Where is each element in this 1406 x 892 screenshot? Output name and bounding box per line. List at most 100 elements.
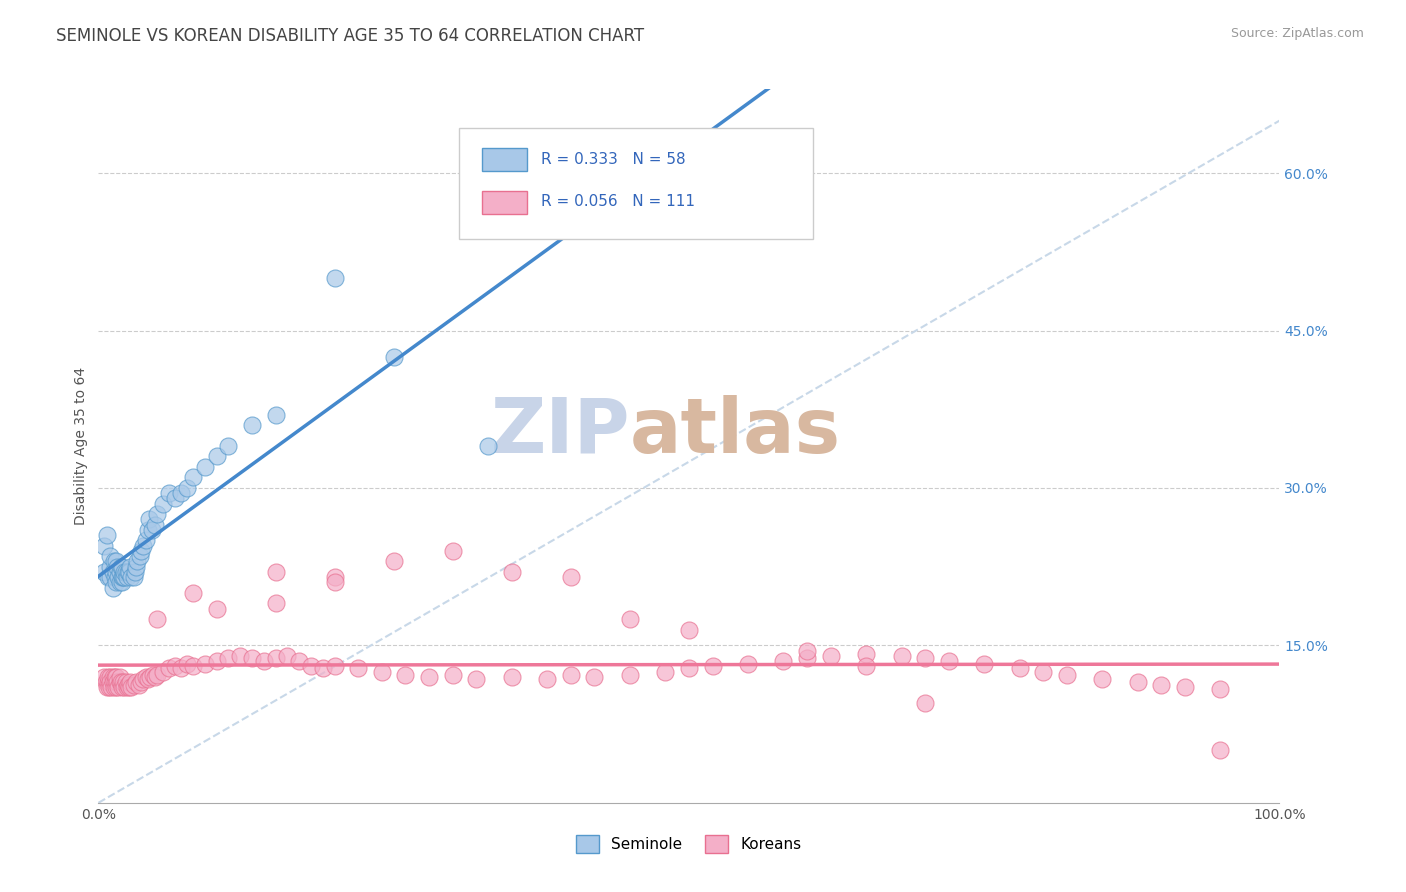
Point (382, 350, 405, 364)
Point (122, 678, 145, 692)
Point (938, 654, 960, 668)
Point (132, 539, 155, 553)
Point (1008, 661, 1031, 675)
Point (229, 648, 252, 663)
Point (115, 681, 138, 695)
Point (138, 512, 160, 526)
Point (105, 670, 128, 684)
Point (121, 570, 143, 584)
Point (176, 657, 198, 672)
Point (654, 665, 676, 679)
Point (93, 670, 115, 684)
Point (205, 654, 228, 668)
Point (125, 675, 148, 690)
Point (105, 575, 128, 590)
Point (143, 517, 166, 532)
Point (141, 523, 163, 537)
Point (96, 528, 118, 542)
Point (619, 667, 641, 681)
Point (135, 670, 157, 684)
Point (105, 675, 128, 690)
Point (93, 565, 115, 579)
Point (96, 681, 118, 695)
Point (1174, 681, 1197, 695)
Point (194, 460, 217, 475)
Point (382, 554, 405, 568)
Point (796, 651, 818, 665)
FancyBboxPatch shape (482, 191, 527, 214)
Point (120, 559, 142, 574)
Legend: Seminole, Koreans: Seminole, Koreans (569, 829, 808, 859)
Point (890, 648, 912, 663)
Point (323, 570, 346, 584)
Point (93, 539, 115, 553)
Text: SEMINOLE VS KOREAN DISABILITY AGE 35 TO 64 CORRELATION CHART: SEMINOLE VS KOREAN DISABILITY AGE 35 TO … (56, 27, 644, 45)
Point (98, 549, 121, 564)
Point (117, 565, 139, 579)
Point (110, 559, 132, 574)
Point (146, 667, 169, 681)
Point (312, 661, 335, 675)
Point (111, 575, 134, 590)
Text: R = 0.056   N = 111: R = 0.056 N = 111 (541, 194, 696, 210)
Point (121, 681, 143, 695)
FancyBboxPatch shape (458, 128, 813, 239)
Point (465, 672, 488, 686)
Point (855, 659, 877, 673)
Point (98, 670, 121, 684)
Point (181, 659, 204, 673)
Point (217, 439, 239, 453)
Point (477, 439, 499, 453)
Point (100, 681, 122, 695)
Point (94, 675, 117, 690)
Point (120, 675, 142, 690)
Point (135, 533, 157, 548)
Point (501, 565, 523, 579)
Point (101, 670, 124, 684)
Point (108, 565, 131, 579)
Point (678, 661, 700, 675)
Point (264, 565, 287, 579)
Point (97, 570, 120, 584)
Point (347, 661, 370, 675)
Point (441, 667, 464, 681)
Point (98, 675, 121, 690)
Point (128, 678, 150, 692)
Point (264, 408, 287, 422)
Point (323, 659, 346, 673)
Point (276, 648, 298, 663)
Point (820, 648, 842, 663)
Point (418, 670, 440, 684)
Point (194, 657, 217, 672)
Y-axis label: Disability Age 35 to 64: Disability Age 35 to 64 (75, 367, 89, 525)
Point (107, 570, 129, 584)
Point (111, 570, 134, 584)
Point (702, 659, 724, 673)
Point (678, 623, 700, 637)
Point (117, 678, 139, 692)
Point (114, 675, 136, 690)
Point (583, 670, 606, 684)
Point (97, 675, 120, 690)
Point (152, 497, 174, 511)
Point (264, 596, 287, 610)
Point (104, 675, 127, 690)
Point (112, 565, 135, 579)
Point (560, 570, 582, 584)
Point (1150, 678, 1173, 692)
Point (914, 696, 936, 710)
Point (124, 565, 146, 579)
Point (129, 544, 152, 558)
Point (1209, 743, 1232, 757)
Point (118, 681, 141, 695)
Point (170, 661, 193, 675)
Point (394, 667, 416, 681)
Text: ZIP: ZIP (491, 395, 630, 468)
Point (125, 559, 148, 574)
Point (97, 670, 120, 684)
Point (1209, 682, 1232, 697)
Point (288, 654, 311, 668)
Point (129, 675, 152, 690)
Point (115, 570, 138, 584)
Point (973, 657, 995, 672)
